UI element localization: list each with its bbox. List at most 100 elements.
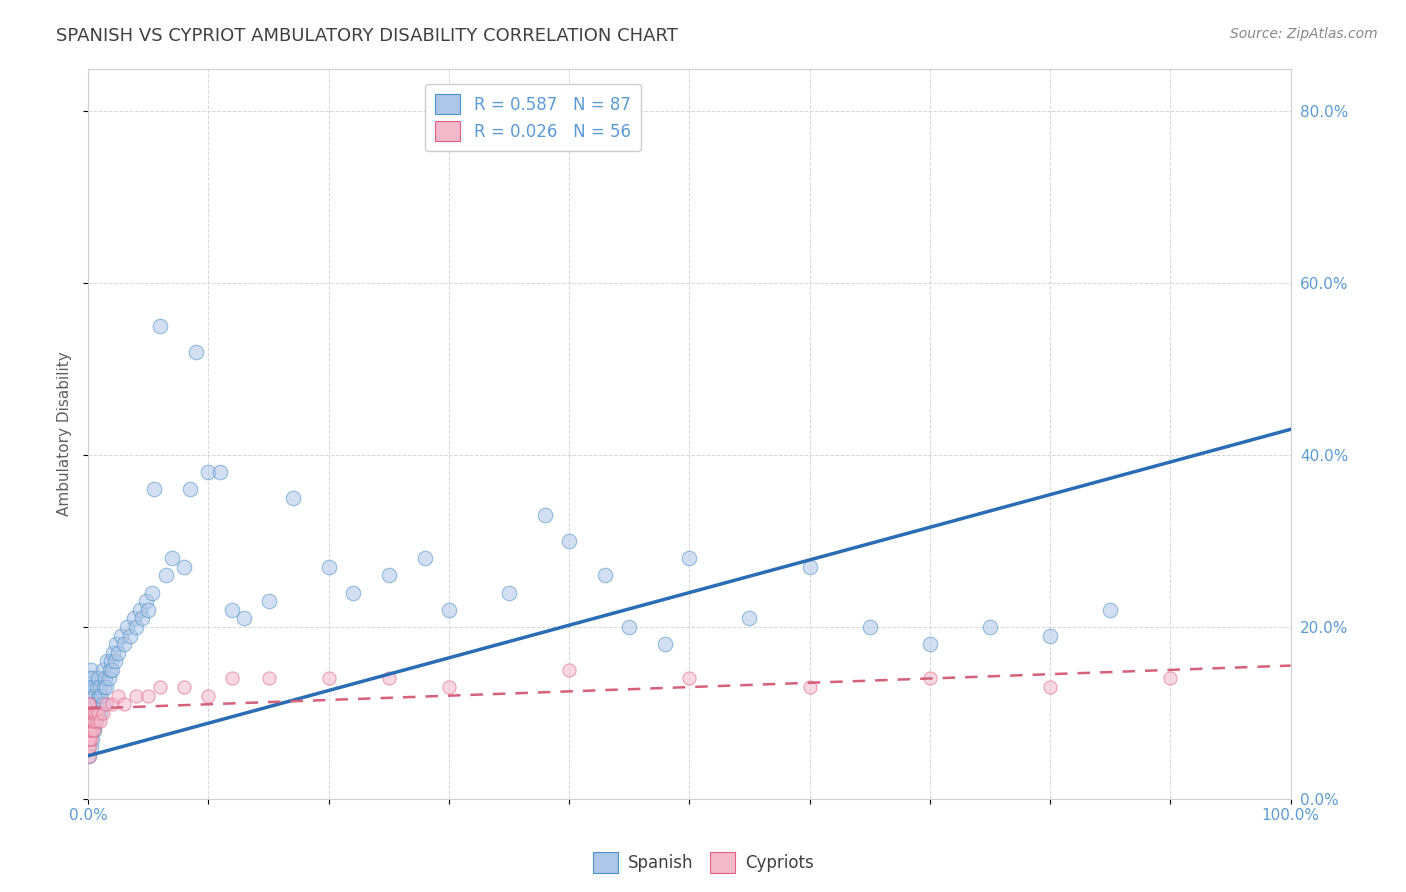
Point: [84, 698, 107, 712]
Point: [104, 637, 127, 651]
Point: [173, 680, 195, 694]
Point: [79, 698, 101, 712]
Point: [104, 654, 127, 668]
Point: [1039, 680, 1062, 694]
Point: [197, 689, 219, 703]
Point: [437, 680, 460, 694]
Point: [96, 680, 118, 694]
Point: [79, 706, 101, 720]
Point: [79, 689, 101, 703]
Point: [89, 680, 111, 694]
Point: [107, 689, 129, 703]
Point: [918, 672, 941, 686]
Point: [96, 698, 118, 712]
Point: [155, 568, 177, 582]
Point: [87, 689, 110, 703]
Point: [79, 714, 101, 729]
Point: [122, 611, 145, 625]
Point: [82, 714, 104, 729]
Point: [534, 508, 557, 523]
Point: [125, 689, 148, 703]
Point: [678, 551, 700, 566]
Point: [82, 706, 104, 720]
Point: [89, 714, 111, 729]
Point: [79, 680, 101, 694]
Point: [86, 706, 108, 720]
Point: [82, 680, 104, 694]
Point: [79, 723, 101, 737]
Point: [498, 585, 520, 599]
Point: [79, 731, 101, 746]
Point: [84, 706, 107, 720]
Point: [77, 698, 100, 712]
Point: [79, 714, 101, 729]
Point: [112, 698, 135, 712]
Point: [257, 594, 280, 608]
Point: [84, 714, 107, 729]
Point: [131, 611, 153, 625]
Point: [80, 731, 103, 746]
Point: [79, 748, 101, 763]
Point: [918, 637, 941, 651]
Point: [257, 672, 280, 686]
Point: [101, 698, 124, 712]
Point: [128, 603, 150, 617]
Point: [94, 672, 117, 686]
Point: [593, 568, 616, 582]
Text: SPANISH VS CYPRIOT AMBULATORY DISABILITY CORRELATION CHART: SPANISH VS CYPRIOT AMBULATORY DISABILITY…: [56, 27, 678, 45]
Point: [79, 714, 101, 729]
Point: [1039, 628, 1062, 642]
Point: [342, 585, 364, 599]
Y-axis label: Ambulatory Disability: Ambulatory Disability: [58, 351, 72, 516]
Point: [112, 637, 135, 651]
Point: [82, 723, 104, 737]
Point: [79, 706, 101, 720]
Point: [136, 603, 159, 617]
Point: [378, 568, 401, 582]
Point: [82, 706, 104, 720]
Point: [96, 654, 118, 668]
Point: [79, 723, 101, 737]
Point: [83, 689, 105, 703]
Point: [979, 620, 1001, 634]
Point: [87, 706, 110, 720]
Point: [1099, 603, 1122, 617]
Point: [143, 483, 166, 497]
Point: [799, 559, 821, 574]
Point: [110, 628, 132, 642]
Point: [93, 680, 115, 694]
Point: [558, 534, 581, 549]
Point: [79, 663, 101, 677]
Point: [654, 637, 676, 651]
Point: [77, 740, 100, 755]
Point: [77, 731, 100, 746]
Point: [87, 672, 110, 686]
Point: [83, 706, 105, 720]
Point: [98, 663, 121, 677]
Point: [79, 740, 101, 755]
Point: [103, 646, 125, 660]
Point: [179, 483, 201, 497]
Point: [97, 672, 120, 686]
Point: [79, 740, 101, 755]
Point: [221, 672, 243, 686]
Point: [120, 628, 142, 642]
Point: [281, 491, 304, 505]
Point: [83, 723, 105, 737]
Point: [77, 714, 100, 729]
Point: [135, 594, 157, 608]
Point: [318, 672, 340, 686]
Point: [619, 620, 641, 634]
Point: [77, 723, 100, 737]
Point: [149, 680, 172, 694]
Point: [77, 706, 100, 720]
Point: [79, 731, 101, 746]
Point: [437, 603, 460, 617]
Point: [799, 680, 821, 694]
Point: [80, 706, 103, 720]
Point: [558, 663, 581, 677]
Point: [79, 731, 101, 746]
Point: [101, 663, 124, 677]
Point: [86, 714, 108, 729]
Point: [79, 714, 101, 729]
